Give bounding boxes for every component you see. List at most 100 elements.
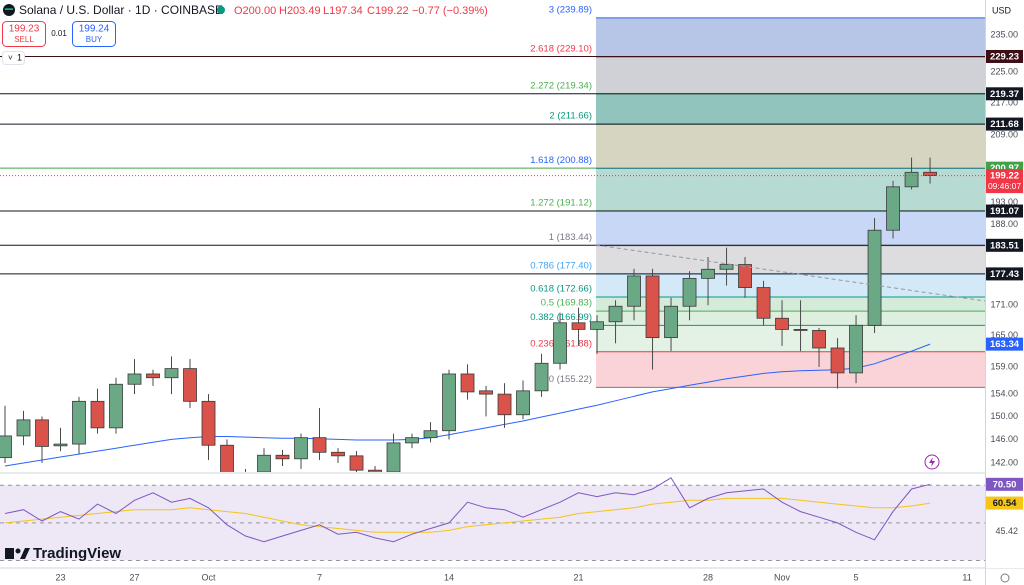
candle-body	[294, 437, 308, 460]
rsi-line	[4, 477, 931, 543]
brand: TradingView	[33, 545, 121, 562]
alert-bolt	[929, 457, 935, 467]
fib-label: 2.272 (219.34)	[530, 80, 592, 91]
candle-body	[53, 443, 68, 447]
spread: 0.01	[51, 29, 67, 38]
ohlc-low: L197.34	[323, 5, 363, 17]
candle-body	[701, 268, 715, 279]
candle-body	[904, 171, 919, 188]
y-tick-label: 188.00	[990, 219, 1018, 229]
x-tick-label: 11	[962, 572, 971, 582]
candle-body	[849, 324, 863, 374]
fib-label: 1.272 (191.12)	[530, 197, 592, 208]
buy-button[interactable]	[72, 21, 116, 47]
y-tick-label: 209.00	[990, 129, 1018, 139]
sell-price: 199.23	[9, 24, 40, 35]
candle-body	[386, 442, 401, 472]
y-tick-label: 154.00	[990, 388, 1018, 398]
candle-body	[275, 454, 290, 460]
collapse-arrow: ˅	[8, 54, 13, 63]
price-line-label-bg	[986, 49, 1023, 63]
candle-body	[127, 373, 142, 385]
candle-body	[257, 454, 271, 472]
fib-label: 3 (239.89)	[549, 4, 592, 15]
candle-body	[479, 390, 493, 395]
fib-band	[596, 93, 985, 125]
price-pane: 3 (239.89) 2.618 (229.10) 2.272 (219.34) 2 …	[0, 4, 985, 472]
fib-label: 0.382 (166.99)	[530, 312, 592, 323]
candle-body	[886, 186, 900, 231]
y-tick-label: 142.00	[990, 457, 1018, 467]
candle-body	[645, 275, 660, 339]
y-tick-label: 225.00	[990, 67, 1018, 77]
candle-body	[590, 321, 604, 330]
price-line-label-bg	[986, 238, 1023, 252]
x-tick-label: 14	[444, 572, 454, 582]
y-tick-label: 150.00	[990, 411, 1018, 421]
price-line-label: 200.97	[990, 163, 1019, 174]
fib-label: 0 (155.22)	[549, 374, 592, 385]
x-tick-label: 23	[55, 572, 65, 582]
sell-label: SELL	[14, 35, 34, 44]
collapse-button[interactable]	[2, 51, 25, 65]
candle-body	[183, 368, 197, 402]
y-tick-label: 146.00	[990, 434, 1018, 444]
fib-label: 0.5 (169.83)	[541, 298, 592, 309]
price-line-label: 177.43	[990, 269, 1019, 280]
fib-label: 0.786 (177.40)	[530, 261, 592, 272]
ma-label-bg	[986, 337, 1023, 351]
candle-body	[90, 400, 105, 429]
price-line-label: 219.37	[990, 89, 1019, 100]
candle-body	[738, 264, 752, 288]
candle-body	[608, 305, 623, 323]
fib-label: 1 (183.44)	[549, 232, 592, 243]
candle-body	[442, 373, 456, 432]
buy-price: 199.24	[79, 24, 110, 35]
fib-label: 2.618 (229.10)	[530, 43, 592, 54]
y-tick-label: 159.00	[990, 361, 1018, 371]
price-line-label-bg	[986, 117, 1023, 131]
fib-band	[596, 311, 985, 326]
candle-body	[830, 347, 845, 374]
candle-body	[664, 305, 678, 339]
moving-average	[4, 343, 931, 467]
y-tick-label: 171.00	[990, 300, 1018, 310]
candle-body	[331, 451, 345, 457]
price-line-label-bg	[986, 87, 1023, 101]
candle-body	[627, 275, 641, 307]
market-status	[217, 6, 225, 14]
interval-button-label: 1	[17, 52, 22, 62]
ohlc-high: H203.49	[279, 5, 321, 17]
current-time-label: 09:46:07	[988, 181, 1021, 191]
candle-body	[423, 430, 438, 439]
candle-body	[72, 400, 86, 445]
rsi-band	[0, 485, 985, 561]
x-tick-label: 5	[854, 572, 859, 582]
fib-label: 1.618 (200.88)	[530, 155, 592, 166]
fib-label: 0.618 (172.66)	[530, 284, 592, 295]
candle-body	[35, 419, 49, 447]
candle-body	[756, 287, 771, 319]
candle-body	[201, 400, 216, 446]
price-line-label: 191.07	[990, 206, 1019, 217]
candle-body	[516, 390, 530, 416]
price-axis: 235.00 225.00 217.00 209.00 193.00 188.00 171.…	[986, 0, 1024, 568]
candle-body	[0, 435, 12, 459]
price-line-label: 229.23	[990, 51, 1019, 62]
candle-body	[312, 437, 327, 453]
candle-body	[164, 368, 179, 379]
sell-button[interactable]	[2, 21, 46, 47]
fib-band	[596, 56, 985, 94]
candle-body	[146, 373, 160, 379]
brand-logo-slash	[20, 548, 30, 559]
fib-band	[596, 124, 985, 169]
candle-body	[719, 264, 734, 270]
rsi-pane	[0, 477, 985, 561]
fib-band	[596, 351, 985, 388]
candle-body	[534, 362, 549, 392]
settings-icon[interactable]	[1000, 573, 1010, 583]
current-price-bg	[986, 169, 1023, 194]
candle-body	[16, 419, 31, 437]
candle-body	[812, 330, 826, 349]
